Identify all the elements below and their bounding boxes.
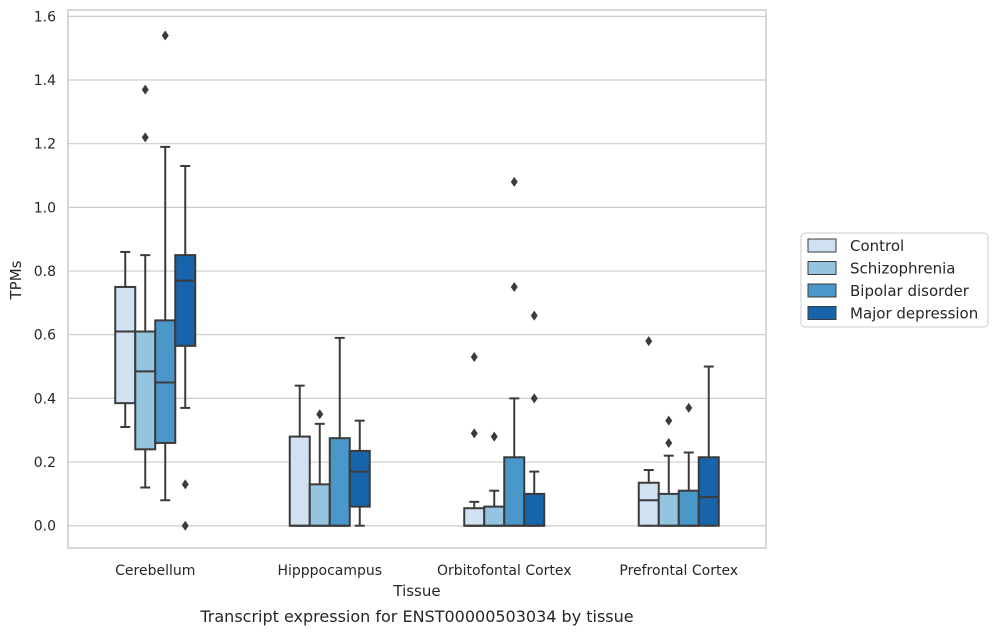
outlier-point [685, 402, 693, 413]
outlier-point [530, 393, 538, 404]
box-3-1 [657, 415, 680, 527]
box-2-2 [503, 176, 526, 527]
legend-swatch [807, 306, 837, 320]
outlier-point [470, 351, 478, 362]
box-body [697, 456, 720, 527]
box-0-3 [174, 164, 197, 531]
box-2-1 [483, 431, 506, 527]
box-0-1 [134, 84, 157, 489]
box-body [174, 254, 197, 347]
box-body [637, 481, 660, 527]
box-body [288, 435, 311, 527]
box-3-3 [697, 365, 720, 527]
box-body [523, 492, 546, 527]
x-tick-label: Cerebellum [115, 563, 195, 579]
y-tick-label: 0.6 [34, 328, 56, 344]
box-body [657, 492, 680, 527]
y-tick-label: 1.4 [34, 73, 56, 89]
legend-label: Schizophrenia [850, 260, 955, 278]
outlier-point [316, 409, 324, 420]
box-3-0 [637, 336, 660, 527]
y-tick-label: 1.6 [34, 9, 56, 25]
box-body [328, 437, 351, 527]
legend-label: Bipolar disorder [850, 282, 970, 300]
box-body [114, 285, 137, 405]
box-2-0 [463, 351, 486, 527]
box-1-2 [328, 336, 351, 527]
chart-caption: Transcript expression for ENST0000050303… [199, 607, 633, 626]
outlier-point [181, 520, 189, 531]
legend: Control Schizophrenia Bipolar disorder Majo… [800, 232, 989, 328]
box-body [463, 507, 486, 527]
grid-lines [68, 15, 766, 527]
outlier-point [141, 84, 149, 95]
legend-swatch [807, 283, 837, 298]
box-groups [114, 30, 720, 531]
legend-frame [800, 232, 989, 328]
x-tick-label: Prefrontal Cortex [619, 563, 738, 579]
outlier-point [470, 428, 478, 439]
box-1-1 [308, 409, 331, 527]
outlier-point [510, 281, 518, 292]
box-body [677, 489, 700, 527]
box-body [503, 456, 526, 527]
legend-label: Major depression [850, 305, 978, 323]
box-1-0 [288, 384, 311, 527]
x-tick-label: Orbitofontal Cortex [437, 563, 572, 579]
box-1-3 [348, 419, 371, 527]
outlier-point [665, 415, 673, 426]
x-tick-label: Hipppocampus [277, 563, 382, 579]
legend-label: Control [850, 237, 904, 255]
box-0-2 [154, 30, 177, 502]
box-2-3 [523, 310, 546, 527]
legend-swatch [807, 261, 837, 275]
x-axis-ticks: Cerebellum Hipppocampus Orbitofontal Corte… [115, 563, 738, 579]
y-tick-label: 0.4 [34, 391, 56, 407]
box-body [308, 483, 331, 527]
y-tick-label: 0.2 [34, 455, 56, 471]
box-body [348, 449, 371, 508]
y-axis-ticks: 0.0 0.2 0.4 0.6 0.8 1.0 1.2 1.4 1.6 [34, 9, 56, 534]
outlier-point [665, 437, 673, 448]
y-axis-label: TPMs [7, 260, 25, 300]
y-tick-label: 0.8 [34, 264, 56, 280]
outlier-point [161, 30, 169, 41]
y-tick-label: 1.0 [34, 200, 56, 216]
outlier-point [530, 310, 538, 321]
x-axis-label: Tissue [392, 582, 440, 600]
outlier-point [141, 132, 149, 143]
y-tick-label: 1.2 [34, 137, 56, 153]
outlier-point [645, 336, 653, 347]
box-body [134, 330, 157, 451]
box-0-0 [114, 250, 137, 429]
box-3-2 [677, 402, 700, 527]
plot-frame [67, 9, 767, 549]
outlier-point [181, 479, 189, 490]
outlier-point [490, 431, 498, 442]
outlier-point [510, 176, 518, 187]
legend-swatch [807, 238, 837, 253]
y-tick-label: 0.0 [34, 519, 56, 535]
box-body [483, 505, 506, 527]
